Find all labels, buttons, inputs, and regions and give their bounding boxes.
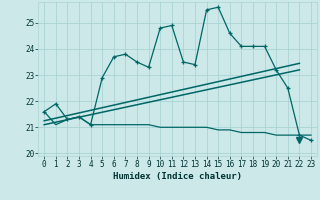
X-axis label: Humidex (Indice chaleur): Humidex (Indice chaleur) — [113, 172, 242, 181]
